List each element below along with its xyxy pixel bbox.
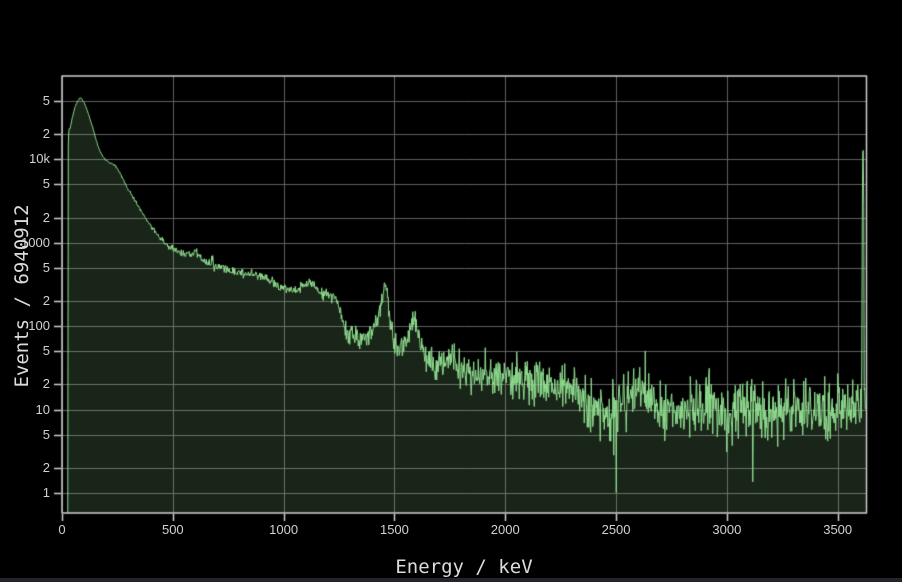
bottom-window-edge [0,578,902,582]
plot-area[interactable] [62,76,867,513]
y-axis-title: Events / 6940912 [11,204,33,388]
x-axis-title: Energy / keV [395,556,533,578]
